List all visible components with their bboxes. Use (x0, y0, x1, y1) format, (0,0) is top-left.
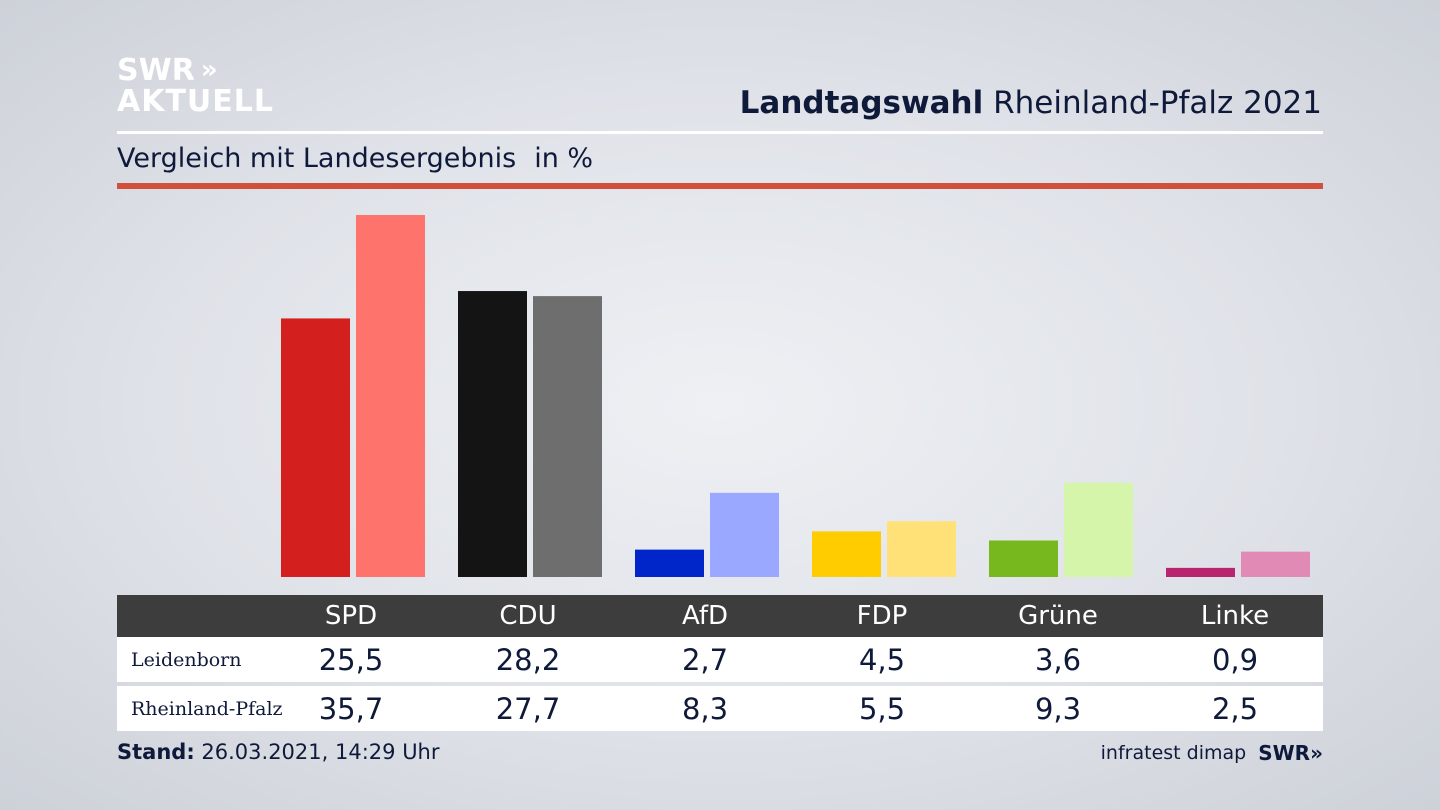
bar-grne-local (989, 540, 1058, 577)
table-cell: 2,7 (681, 642, 729, 677)
table-cell: 4,5 (858, 642, 906, 677)
table-cell: 9,3 (1034, 691, 1082, 726)
page-title: Landtagswahl Rheinland-Pfalz 2021 (740, 85, 1322, 121)
bar-cdu-state (533, 296, 602, 577)
table-cell: 3,6 (1034, 642, 1082, 677)
bar-fdp-local (812, 531, 881, 577)
bar-spd-local (281, 318, 350, 577)
bar-cdu-local (458, 291, 527, 577)
source-text: infratest dimap (1100, 742, 1247, 764)
bar-grne-state (1064, 482, 1133, 577)
table-cell: 5,5 (858, 691, 906, 726)
logo-aktuell-text: AKTUELL (117, 84, 275, 119)
logo-swr-text: SWR (117, 53, 195, 88)
table-cell: 27,7 (495, 691, 561, 726)
header-spd: SPD (324, 601, 378, 631)
table-cell: 0,9 (1211, 642, 1259, 677)
title-rest: Rheinland-Pfalz 2021 (993, 85, 1322, 121)
bar-afd-local (635, 549, 704, 577)
header-linke: Linke (1200, 601, 1270, 631)
source-credit: infratest dimap SWR» (1101, 741, 1323, 765)
bar-spd-state (356, 215, 425, 577)
swr-logo-text: SWR (1258, 741, 1311, 765)
table-row: Rheinland-Pfalz 35,7 27,7 8,3 5,5 9,3 2,… (117, 686, 1323, 731)
table-cell: 8,3 (681, 691, 729, 726)
title-bold: Landtagswahl (739, 85, 984, 121)
timestamp: Stand: 26.03.2021, 14:29 Uhr (117, 740, 440, 764)
table-cell: 2,5 (1211, 691, 1259, 726)
table-row: Leidenborn 25,5 28,2 2,7 4,5 3,6 0,9 (117, 637, 1323, 682)
header-afd: AfD (681, 601, 729, 631)
subtitle-unit: in % (534, 143, 594, 174)
row-label-leidenborn: Leidenborn (131, 648, 242, 671)
subtitle-text: Vergleich mit Landesergebnis (117, 143, 517, 174)
bar-afd-state (710, 492, 779, 577)
bar-fdp-state (887, 521, 956, 577)
header-cdu: CDU (499, 601, 557, 631)
header-gruene: Grüne (1018, 601, 1098, 631)
results-table: SPD CDU AfD FDP Grüne Linke Leidenborn 2… (117, 595, 1323, 731)
subtitle-divider (117, 183, 1323, 189)
bar-linke-local (1166, 567, 1235, 577)
table-header: SPD CDU AfD FDP Grüne Linke (117, 595, 1323, 637)
chevron-right-icon: » (1310, 741, 1323, 765)
table-cell: 28,2 (495, 642, 561, 677)
swr-aktuell-logo: SWR» AKTUELL (117, 55, 274, 117)
bar-linke-state (1241, 551, 1310, 577)
stand-label: Stand: (117, 740, 195, 764)
chart-subtitle: Vergleich mit Landesergebnis in % (117, 143, 593, 174)
table-cell: 25,5 (318, 642, 384, 677)
stand-value: 26.03.2021, 14:29 Uhr (201, 740, 440, 764)
title-divider (117, 131, 1323, 134)
swr-logo: SWR» (1258, 741, 1323, 765)
table-cell: 35,7 (318, 691, 384, 726)
row-label-rheinland-pfalz: Rheinland-Pfalz (131, 697, 283, 720)
header-fdp: FDP (856, 601, 908, 631)
